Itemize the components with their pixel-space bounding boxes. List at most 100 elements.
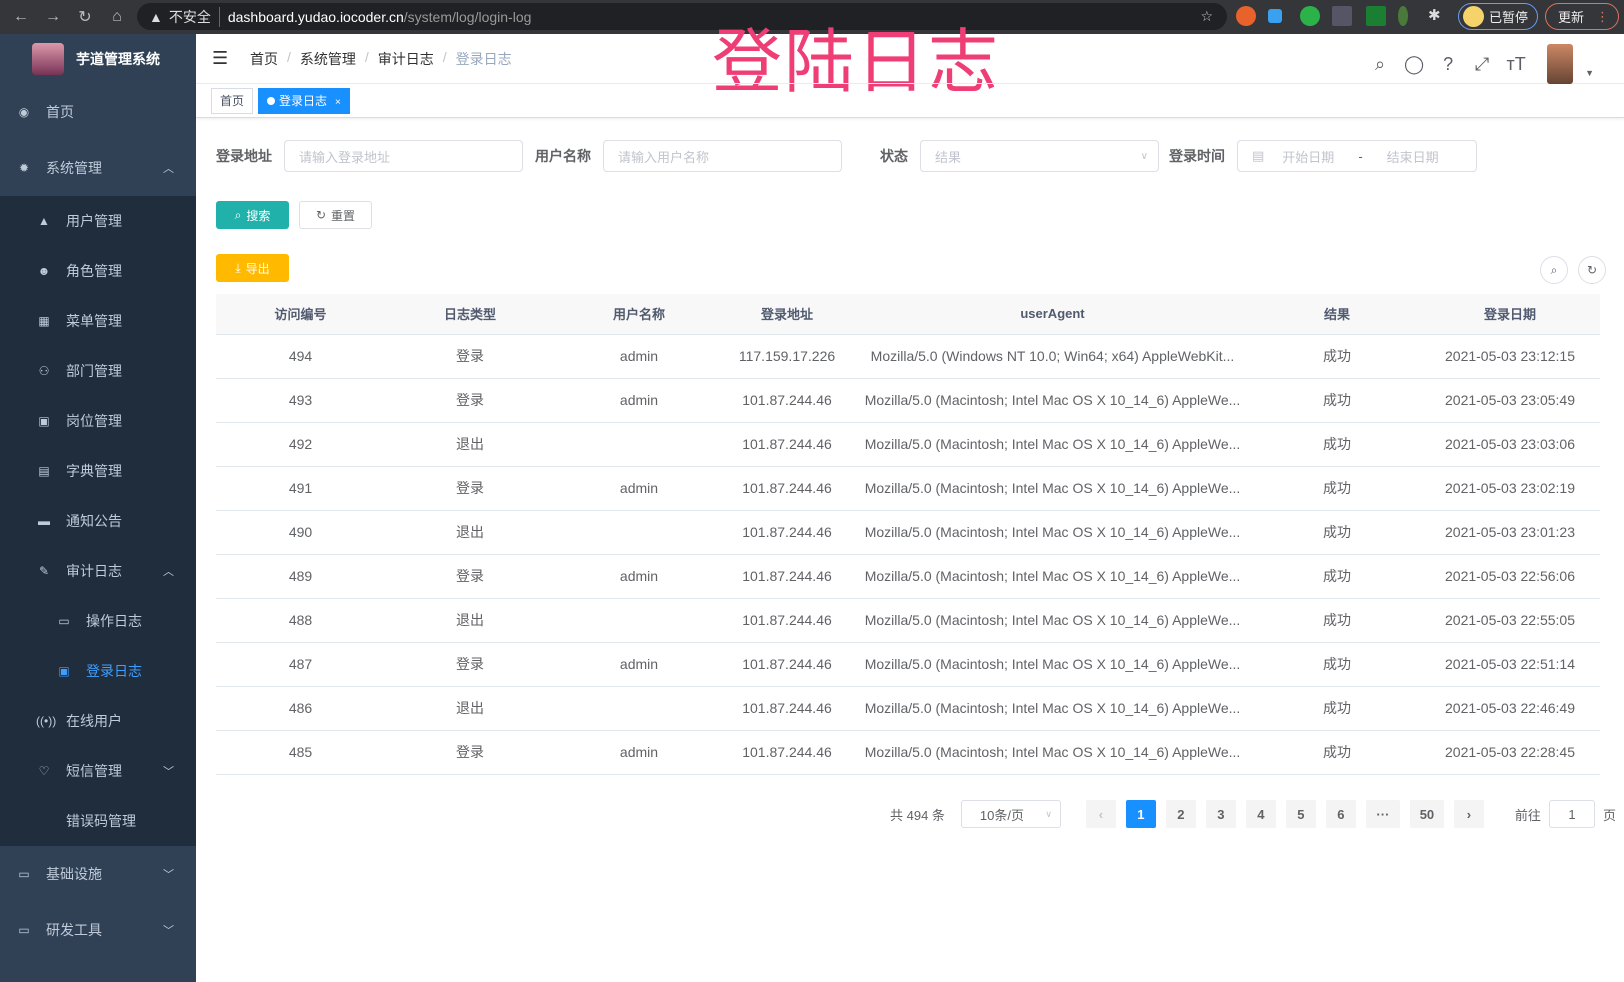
fullscreen-icon[interactable]: ⤢ bbox=[1474, 53, 1490, 74]
sidebar-item-9[interactable]: ✎ 审计日志 ︿ bbox=[0, 546, 196, 596]
sidebar-item-label: 部门管理 bbox=[66, 363, 122, 379]
sidebar-item-4[interactable]: ▦ 菜单管理 bbox=[0, 296, 196, 346]
forward-icon[interactable]: → bbox=[45, 8, 61, 25]
sidebar-logo[interactable]: 芋道管理系统 bbox=[0, 34, 196, 84]
search-label: 搜索 bbox=[246, 208, 271, 223]
export-button[interactable]: ⤓ 导出 bbox=[216, 254, 289, 282]
status-select[interactable]: 结果 ∨ bbox=[920, 140, 1159, 172]
sidebar-item-1[interactable]: ✹ 系统管理 ︿ bbox=[0, 140, 196, 196]
username-input[interactable]: 请输入用户名称 bbox=[603, 140, 842, 172]
font-size-icon[interactable]: тT bbox=[1506, 53, 1526, 74]
table-cell: admin bbox=[555, 378, 723, 423]
table-cell: 2021-05-03 22:51:14 bbox=[1420, 642, 1600, 687]
table-cell: 成功 bbox=[1254, 686, 1420, 731]
sidebar-item-3[interactable]: ☻ 角色管理 bbox=[0, 246, 196, 296]
sidebar-item-5[interactable]: ⚇ 部门管理 bbox=[0, 346, 196, 396]
extension-icon[interactable] bbox=[1398, 6, 1408, 26]
question-icon[interactable]: ? bbox=[1443, 53, 1454, 74]
table-cell: 登录 bbox=[385, 378, 555, 423]
refresh-button[interactable]: ↻ bbox=[1578, 256, 1606, 284]
page-button[interactable]: 4 bbox=[1245, 800, 1276, 828]
monitor-icon: ▭ bbox=[18, 867, 30, 881]
page-button[interactable]: 2 bbox=[1165, 800, 1196, 828]
gear-icon: ✹ bbox=[18, 161, 30, 175]
sidebar-item-label: 短信管理 bbox=[66, 763, 122, 779]
sidebar-item-16[interactable]: ▭ 研发工具 ﹀ bbox=[0, 902, 196, 958]
column-header: 用户名称 bbox=[555, 294, 723, 335]
tag-home[interactable]: 首页 bbox=[211, 87, 254, 114]
sidebar-item-10[interactable]: ▭ 操作日志 bbox=[0, 596, 196, 646]
date-range-picker[interactable]: ▤ 开始日期 - 结束日期 bbox=[1237, 140, 1477, 172]
hamburger-icon[interactable]: ☰ bbox=[212, 48, 229, 68]
breadcrumb-separator: / bbox=[442, 48, 447, 65]
next-page-button[interactable]: › bbox=[1453, 800, 1484, 828]
search-icon[interactable]: ⌕ bbox=[1375, 53, 1386, 74]
address-bar[interactable]: ▲ 不安全 dashboard.yudao.iocoder.cn/system/… bbox=[137, 3, 1227, 30]
table-cell: 成功 bbox=[1254, 510, 1420, 555]
end-date-placeholder: 结束日期 bbox=[1386, 149, 1439, 165]
breadcrumb-item[interactable]: 首页 bbox=[250, 50, 278, 67]
sidebar-item-0[interactable]: ◉ 首页 bbox=[0, 84, 196, 140]
search-icon: ⌕ bbox=[1550, 262, 1558, 277]
address-input[interactable]: 请输入登录地址 bbox=[284, 140, 523, 172]
table-cell: 退出 bbox=[385, 686, 555, 731]
sidebar-item-7[interactable]: ▤ 字典管理 bbox=[0, 446, 196, 496]
sidebar-item-15[interactable]: ▭ 基础设施 ﹀ bbox=[0, 846, 196, 902]
avatar[interactable] bbox=[1547, 44, 1574, 84]
sidebar-item-14[interactable]: 错误码管理 bbox=[0, 796, 196, 846]
table-row: 492 退出 101.87.244.46 Mozilla/5.0 (Macintosh… bbox=[216, 422, 1600, 467]
close-icon[interactable]: × bbox=[335, 96, 341, 108]
github-icon[interactable]: ◯ bbox=[1404, 53, 1425, 74]
tag-login-log[interactable]: 登录日志 × bbox=[258, 87, 350, 114]
table-cell: 2021-05-03 23:05:49 bbox=[1420, 378, 1600, 423]
sidebar-item-2[interactable]: ▲ 用户管理 bbox=[0, 196, 196, 246]
bookmark-star-icon[interactable]: ☆ bbox=[1200, 8, 1213, 24]
sidebar-item-13[interactable]: ♡ 短信管理 ﹀ bbox=[0, 746, 196, 796]
column-header: 结果 bbox=[1254, 294, 1420, 335]
toggle-search-button[interactable]: ⌕ bbox=[1540, 256, 1568, 284]
update-button[interactable]: 更新 ⋮ bbox=[1545, 3, 1619, 30]
search-button[interactable]: ⌕ 搜索 bbox=[216, 201, 289, 229]
reset-button[interactable]: ↻ 重置 bbox=[299, 201, 372, 229]
page-button[interactable]: 50 bbox=[1409, 800, 1444, 828]
sidebar-item-11[interactable]: ▣ 登录日志 bbox=[0, 646, 196, 696]
page-size-select[interactable]: 10条/页 ∨ bbox=[960, 800, 1061, 828]
table-cell: 491 bbox=[216, 466, 385, 511]
extension-icon[interactable] bbox=[1332, 6, 1352, 26]
page-button[interactable]: 5 bbox=[1285, 800, 1316, 828]
caret-down-icon[interactable]: ▼ bbox=[1585, 68, 1594, 78]
table-cell: 成功 bbox=[1254, 598, 1420, 643]
page-button[interactable]: 1 bbox=[1125, 800, 1156, 828]
table-cell: Mozilla/5.0 (Windows NT 10.0; Win64; x64… bbox=[851, 334, 1254, 379]
page-button[interactable]: 6 bbox=[1325, 800, 1356, 828]
home-icon[interactable]: ⌂ bbox=[112, 8, 122, 25]
sidebar-item-label: 首页 bbox=[46, 104, 74, 120]
extension-icon[interactable] bbox=[1366, 6, 1386, 26]
reload-icon[interactable]: ↻ bbox=[78, 9, 92, 26]
table-cell: 101.87.244.46 bbox=[723, 730, 851, 775]
table-cell: 485 bbox=[216, 730, 385, 775]
sidebar-item-label: 岗位管理 bbox=[66, 413, 122, 429]
sidebar-item-label: 错误码管理 bbox=[66, 813, 136, 829]
sidebar-item-8[interactable]: ▬ 通知公告 bbox=[0, 496, 196, 546]
page-button[interactable]: ··· bbox=[1365, 800, 1400, 828]
extension-icon[interactable] bbox=[1300, 6, 1320, 26]
log-icon: ✎ bbox=[38, 564, 50, 578]
sidebar-item-12[interactable]: ((•)) 在线用户 bbox=[0, 696, 196, 746]
profile-button[interactable]: 已暂停 bbox=[1458, 3, 1538, 30]
goto-page-input[interactable]: 1 bbox=[1548, 800, 1595, 828]
prev-page-button[interactable]: ‹ bbox=[1085, 800, 1116, 828]
page-button[interactable]: 3 bbox=[1205, 800, 1236, 828]
back-icon[interactable]: ← bbox=[13, 8, 29, 25]
table-cell: 492 bbox=[216, 422, 385, 467]
sidebar-item-6[interactable]: ▣ 岗位管理 bbox=[0, 396, 196, 446]
table-cell: Mozilla/5.0 (Macintosh; Intel Mac OS X 1… bbox=[851, 598, 1254, 643]
extension-icon[interactable] bbox=[1268, 9, 1282, 23]
chevron-up-icon: ︿ bbox=[163, 566, 174, 578]
url-path: /system/log/login-log bbox=[403, 8, 532, 25]
extension-icon[interactable] bbox=[1236, 6, 1256, 26]
tag-label: 登录日志 bbox=[279, 93, 328, 108]
chevron-down-icon: ∨ bbox=[1045, 808, 1052, 819]
puzzle-icon[interactable]: ✱ bbox=[1428, 7, 1441, 24]
table-cell: Mozilla/5.0 (Macintosh; Intel Mac OS X 1… bbox=[851, 510, 1254, 555]
